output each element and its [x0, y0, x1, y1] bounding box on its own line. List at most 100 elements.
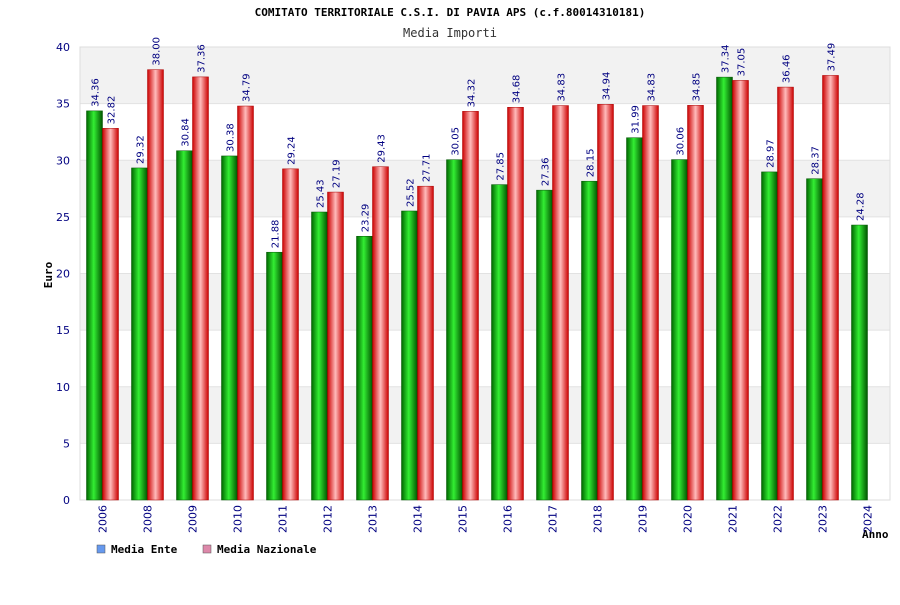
bar-media-nazionale-2008 [147, 69, 164, 501]
data-label: 34.36 [91, 78, 102, 107]
bar-media-ente-2009 [176, 150, 193, 501]
bar-media-ente-2018 [581, 180, 598, 501]
y-tick-label: 15 [56, 324, 70, 337]
x-tick-label: 2024 [862, 505, 875, 533]
data-label: 29.43 [377, 134, 388, 163]
bar-media-ente-2024 [851, 224, 868, 501]
bar-media-ente-2015 [446, 159, 463, 501]
x-tick-label: 2011 [277, 505, 290, 533]
x-tick-label: 2013 [367, 505, 380, 533]
y-tick-label: 35 [56, 98, 70, 111]
data-label: 37.49 [827, 43, 838, 72]
x-axis-ticks: 2006 2008 2009 2010 2011 2012 2013 2014 2015 2016… [97, 505, 875, 533]
y-tick-label: 25 [56, 211, 70, 224]
bar-media-nazionale-2011 [282, 168, 299, 501]
x-tick-label: 2020 [682, 505, 695, 533]
bar-media-nazionale-2013 [372, 166, 389, 501]
x-tick-label: 2015 [457, 505, 470, 533]
data-label: 34.68 [512, 75, 523, 104]
grid-band [80, 273, 890, 331]
y-tick-label: 0 [63, 494, 70, 507]
bar-media-nazionale-2023 [822, 75, 839, 501]
grid-band [80, 386, 890, 444]
data-label: 24.28 [856, 192, 867, 221]
data-label: 37.05 [737, 48, 748, 77]
bar-media-nazionale-2017 [552, 105, 569, 501]
grid-band [80, 47, 890, 104]
y-tick-label: 10 [56, 381, 70, 394]
data-label: 31.99 [631, 105, 642, 134]
chart-subtitle: Media Importi [403, 26, 497, 40]
data-label: 36.46 [782, 54, 793, 83]
y-tick-label: 20 [56, 268, 70, 281]
bar-media-nazionale-2021 [732, 80, 749, 501]
data-label: 27.71 [422, 154, 433, 183]
x-tick-label: 2014 [412, 505, 425, 533]
x-tick-label: 2023 [817, 505, 830, 533]
data-label: 28.15 [586, 149, 597, 178]
y-tick-label: 30 [56, 154, 70, 167]
x-tick-label: 2017 [547, 505, 560, 533]
y-axis-ticks: 0 5 10 15 20 25 30 35 40 [56, 41, 70, 507]
y-axis-label: Euro [42, 261, 55, 288]
bar-media-nazionale-2022 [777, 86, 794, 501]
x-tick-label: 2019 [637, 505, 650, 533]
bar-media-ente-2006 [86, 110, 103, 501]
bar-media-ente-2014 [401, 210, 418, 501]
data-label: 34.79 [242, 73, 253, 102]
x-tick-label: 2006 [97, 505, 110, 533]
data-label: 21.88 [271, 220, 282, 249]
legend-swatch [96, 544, 106, 554]
data-label: 25.43 [316, 179, 327, 208]
legend-swatch [202, 544, 212, 554]
data-label: 29.24 [287, 136, 298, 165]
data-label: 23.29 [361, 204, 372, 233]
y-tick-label: 40 [56, 41, 70, 54]
y-tick-label: 5 [63, 437, 70, 450]
data-label: 34.85 [692, 73, 703, 102]
bar-marks [86, 69, 868, 501]
x-tick-label: 2010 [232, 505, 245, 533]
x-tick-label: 2012 [322, 505, 335, 533]
data-label: 37.36 [197, 44, 208, 73]
data-label: 38.00 [152, 37, 163, 66]
x-tick-label: 2016 [502, 505, 515, 533]
plot-border [79, 46, 891, 501]
bar-media-ente-2023 [806, 178, 823, 501]
data-label: 34.32 [467, 79, 478, 108]
grid-bands [79, 46, 891, 501]
bar-media-ente-2019 [626, 137, 643, 501]
data-label: 28.37 [811, 146, 822, 175]
bar-media-nazionale-2018 [597, 104, 614, 501]
data-label: 34.83 [557, 73, 568, 102]
data-label: 29.32 [136, 135, 147, 164]
bar-media-ente-2022 [761, 171, 778, 501]
bar-media-nazionale-2014 [417, 185, 434, 501]
x-tick-label: 2021 [727, 505, 740, 533]
bar-media-ente-2021 [716, 76, 733, 501]
x-tick-label: 2009 [187, 505, 200, 533]
bar-media-ente-2017 [536, 189, 553, 501]
bar-media-ente-2016 [491, 184, 508, 501]
grid-band [80, 160, 890, 217]
legend-label: Media Ente [111, 543, 178, 556]
x-tick-label: 2008 [142, 505, 155, 533]
x-tick-label: 2022 [772, 505, 785, 533]
data-label: 25.52 [406, 178, 417, 207]
bar-media-nazionale-2006 [102, 128, 119, 501]
data-label: 27.19 [332, 159, 343, 188]
data-label: 27.85 [496, 152, 507, 181]
data-label: 28.97 [766, 139, 777, 168]
bar-media-ente-2011 [266, 251, 283, 501]
bar-media-nazionale-2020 [687, 105, 704, 501]
legend: Media Ente Media Nazionale [96, 543, 317, 556]
bar-media-nazionale-2016 [507, 106, 524, 501]
data-label: 30.84 [181, 118, 192, 147]
legend-label: Media Nazionale [217, 543, 317, 556]
data-label: 30.05 [451, 127, 462, 156]
x-tick-label: 2018 [592, 505, 605, 533]
bar-media-nazionale-2012 [327, 191, 344, 501]
data-label: 30.06 [676, 127, 687, 156]
